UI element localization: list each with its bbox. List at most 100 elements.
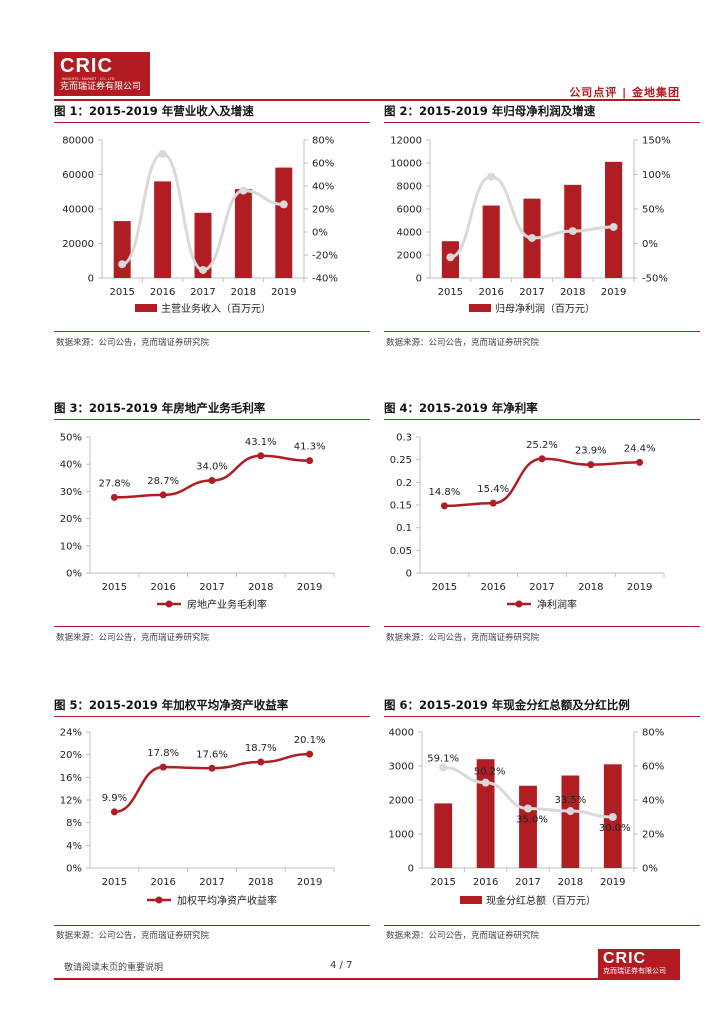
bar [476,759,495,868]
x-tick-label: 2019 [271,287,296,298]
y-tick-label: 30% [60,487,82,498]
x-tick-label: 2018 [248,877,273,888]
y-left-tick-label: 4000 [397,228,422,239]
figure-6-panel: 图 6：2015-2019 年现金分红总额及分红比例 2015 2016 2017 2… [384,697,700,947]
y-left-tick-label: 10000 [390,159,422,170]
growth-point [524,804,532,813]
source-divider [384,925,700,926]
growth-point [609,222,618,231]
data-label: 43.1% [245,437,277,448]
x-tick-label: 2019 [600,877,625,888]
x-tick-label: 2017 [529,582,554,593]
legend-label: 归母净利润（百万元） [495,302,595,315]
series-line [444,457,640,508]
y-tick-label: 20% [60,750,82,761]
series-point [440,502,448,510]
x-tick-label: 2018 [558,877,583,888]
y-left-tick-label: 0 [88,274,94,285]
data-label: 28.7% [147,476,179,487]
legend-label: 净利润率 [537,598,577,611]
y-left-tick-label: 12000 [390,136,422,147]
y-right-tick-label: 60% [642,762,664,773]
series-point [306,457,314,465]
y-left-tick-label: 6000 [397,205,422,216]
y-right-tick-label: 80% [312,136,334,147]
source-divider [54,331,370,332]
y-left-tick-label: 1000 [389,830,414,841]
bar [154,181,172,278]
x-tick-label: 2019 [297,582,322,593]
data-label: 35.0% [516,815,548,826]
x-tick-label: 2016 [150,877,175,888]
data-label: 30.0% [599,823,631,834]
header-logo: CRIC INSIGHTS · MARKET · CO., LTD 克而瑞证券有… [54,52,150,96]
figure-title: 图 4：2015-2019 年净利率 [384,401,538,415]
growth-point [279,200,288,209]
source-text: 数据来源：公司公告，克而瑞证券研究院 [56,338,210,348]
source-divider [384,626,700,627]
y-left-tick-label: 80000 [62,136,94,147]
y-tick-label: 50% [60,433,82,444]
series-point [159,491,167,499]
source-text: 数据来源：公司公告，克而瑞证券研究院 [386,633,540,643]
bar [519,785,537,868]
footer-logo: CRIC 克而瑞证券有限公司 [598,949,680,979]
y-tick-label: 0.15 [390,501,412,512]
footer-logo-text: CRIC [603,950,647,967]
y-tick-label: 0% [66,569,82,580]
x-tick-label: 2017 [190,287,215,298]
y-tick-label: 12% [60,796,82,807]
x-tick-label: 2017 [199,582,224,593]
growth-point [566,807,575,816]
x-tick-label: 2015 [102,582,127,593]
growth-line [449,175,614,259]
x-tick-label: 2016 [150,287,175,298]
data-label: 15.4% [477,484,509,495]
y-tick-label: 0.3 [396,433,412,444]
series-point [257,452,265,460]
y-left-tick-label: 40000 [62,205,94,216]
x-tick-label: 2018 [248,582,273,593]
bar [234,189,252,278]
data-label: 34.0% [196,462,228,473]
figure-title: 图 2：2015-2019 年归母净利润及增速 [384,104,596,118]
x-tick-label: 2016 [478,287,503,298]
legend-swatch [460,896,482,904]
bar [275,167,293,278]
footer-disclaimer: 敬请阅读末页的重要说明 [64,963,164,973]
source-divider [54,925,370,926]
series-point [159,763,167,771]
y-left-tick-label: 20000 [62,239,94,250]
legend-swatch [135,304,157,312]
series-point [110,493,118,501]
source-text: 数据来源：公司公告，克而瑞证券研究院 [386,338,540,348]
y-right-tick-label: 100% [642,170,671,181]
legend-marker [165,600,173,608]
y-tick-label: 0.2 [396,478,412,489]
data-label: 24.4% [624,443,656,454]
growth-point [481,778,490,787]
series-point [636,458,644,466]
x-tick-label: 2017 [515,877,540,888]
y-right-tick-label: 0% [642,239,658,250]
y-tick-label: 10% [60,541,82,552]
y-right-tick-label: 0% [312,228,328,239]
x-tick-label: 2018 [231,287,256,298]
series-point [489,499,497,507]
figure-title-divider [54,419,370,420]
data-label: 18.7% [245,743,277,754]
header-logo-cn: 克而瑞证券有限公司 [60,82,142,92]
y-left-tick-label: 0 [408,864,414,875]
series-point [208,477,216,485]
y-right-tick-label: -20% [312,251,338,262]
x-tick-label: 2019 [297,877,322,888]
legend-label: 加权平均净资产收益率 [177,894,277,907]
series-point [257,758,265,766]
figure-title-divider [384,716,700,717]
data-label: 41.3% [294,442,326,453]
data-label: 9.9% [102,793,127,804]
series-point [306,750,314,758]
data-label: 50.2% [474,767,506,778]
bar [482,205,500,278]
x-tick-label: 2018 [560,287,585,298]
